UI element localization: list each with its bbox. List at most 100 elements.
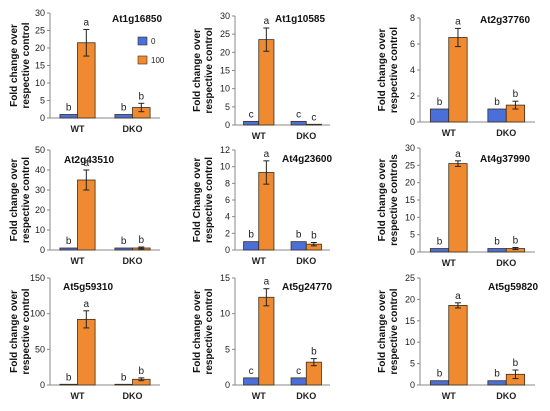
x-category-label: WT xyxy=(71,391,85,401)
y-axis-label-line: Fold change over xyxy=(192,29,203,112)
x-category-label: DKO xyxy=(496,391,516,401)
x-category-label: DKO xyxy=(123,124,143,134)
y-tick-label: 2 xyxy=(225,228,230,238)
x-category-label: WT xyxy=(71,124,85,134)
chart-title: At5g59310 xyxy=(63,282,113,293)
x-category-label: WT xyxy=(442,128,456,138)
y-axis-label-line: respective control xyxy=(21,157,32,243)
significance-label: a xyxy=(84,17,90,28)
y-axis-label: Fold change overrespective control xyxy=(9,288,32,374)
y-axis-label: Fold change overrespective control xyxy=(377,288,400,374)
y-axis-label: Fold Change overrespective control xyxy=(192,157,215,243)
x-category-label: WT xyxy=(252,131,266,141)
bar-100-wt xyxy=(448,163,468,253)
significance-label: a xyxy=(264,16,270,27)
y-tick-label: 100 xyxy=(30,309,45,319)
significance-label: b xyxy=(437,237,443,248)
chart-title: At5g24770 xyxy=(282,282,332,293)
y-axis-label-line: Fold change over xyxy=(9,24,20,107)
y-tick-label: 0 xyxy=(40,380,45,390)
y-tick-label: 30 xyxy=(35,185,45,195)
y-tick-label: 20 xyxy=(35,205,45,215)
legend-label: 100 xyxy=(151,56,165,65)
y-tick-label: 25 xyxy=(405,273,415,283)
bar-100-dko xyxy=(305,123,322,126)
y-axis-label-line: Fold change over xyxy=(377,290,388,373)
chart-panel-at1g10585: 0 5 10 15 20 25 30 At1g10585 Fold change overres… xyxy=(192,11,330,141)
y-axis-label-line: Fold change over xyxy=(9,290,20,373)
y-axis-label: Fold change overrespective control xyxy=(377,27,400,113)
y-tick-label: 0 xyxy=(225,380,230,390)
y-tick-label: 15 xyxy=(405,195,415,205)
y-tick-label: 10 xyxy=(35,225,45,235)
y-axis-label-line: respective control xyxy=(21,22,32,108)
y-tick-label: 8 xyxy=(410,13,415,23)
y-tick-label: 10 xyxy=(220,162,230,172)
y-axis-label-line: respective controls xyxy=(389,154,400,246)
significance-label: b xyxy=(66,372,72,383)
y-tick-label: 5 xyxy=(225,102,230,112)
y-axis-label-line: respective control xyxy=(389,288,400,374)
significance-label: b xyxy=(66,236,72,247)
y-axis-label: Fold change overrespective control xyxy=(192,288,215,374)
x-category-label: WT xyxy=(252,256,266,266)
legend-swatch-100 xyxy=(137,55,148,65)
significance-label: b xyxy=(311,231,317,242)
y-tick-label: 25 xyxy=(220,29,230,39)
bar-0-dko xyxy=(290,241,307,251)
y-tick-label: 25 xyxy=(35,26,45,36)
bar-0-dko xyxy=(487,108,507,123)
x-category-label: DKO xyxy=(296,131,316,141)
y-tick-label: 50 xyxy=(35,344,45,354)
significance-label: c xyxy=(296,366,301,377)
significance-label: b xyxy=(248,230,254,241)
bar-100-wt xyxy=(77,318,96,386)
y-tick-label: 15 xyxy=(220,66,230,76)
bar-0-wt xyxy=(243,241,260,251)
y-tick-label: 0 xyxy=(225,120,230,130)
bar-0-dko xyxy=(487,248,507,253)
x-category-label: WT xyxy=(71,256,85,266)
chart-title: At1g16850 xyxy=(112,14,162,25)
y-axis-label-line: respective control xyxy=(204,27,215,113)
significance-label: a xyxy=(264,277,270,288)
significance-label: b xyxy=(139,366,145,377)
x-category-label: DKO xyxy=(496,128,516,138)
y-axis-label: Fold change overrespective controls xyxy=(377,154,400,246)
chart-panel-at5g24770: 0 5 10 15 At5g24770 Fold change overrespectiv… xyxy=(192,273,332,401)
y-tick-label: 8 xyxy=(225,178,230,188)
significance-label: b xyxy=(139,91,145,102)
bar-0-dko xyxy=(290,377,307,386)
chart-title: At2g37760 xyxy=(480,15,530,26)
y-tick-label: 5 xyxy=(40,96,45,106)
y-axis-label: Fold change overrespective control xyxy=(9,22,32,108)
significance-label: b xyxy=(513,358,519,369)
y-axis-label-line: respective control xyxy=(389,27,400,113)
x-category-label: DKO xyxy=(123,256,143,266)
bar-0-wt xyxy=(429,248,450,253)
bar-0-wt xyxy=(243,120,260,126)
significance-label: b xyxy=(139,235,145,246)
y-tick-label: 15 xyxy=(405,316,415,326)
significance-label: b xyxy=(513,235,519,246)
y-tick-label: 50 xyxy=(35,145,45,155)
bar-0-dko xyxy=(114,114,133,119)
y-tick-label: 15 xyxy=(220,273,230,283)
y-tick-label: 30 xyxy=(35,8,45,18)
y-tick-label: 10 xyxy=(220,309,230,319)
x-category-label: DKO xyxy=(296,391,316,401)
chart-panel-at4g23600: 0 2 4 6 8 10 12 At4g23600 Fold Change overrespec… xyxy=(192,145,332,266)
y-tick-label: 0 xyxy=(410,117,415,127)
significance-label: b xyxy=(296,230,302,241)
x-category-label: DKO xyxy=(296,256,316,266)
significance-label: b xyxy=(494,97,500,108)
significance-label: a xyxy=(84,299,90,310)
significance-label: b xyxy=(437,369,443,380)
significance-label: c xyxy=(296,109,301,120)
y-axis-label-line: respective control xyxy=(204,288,215,374)
chart-panel-at1g16850: 0 5 10 15 20 25 30 At1g16850 Fold change overres… xyxy=(9,8,162,134)
significance-label: c xyxy=(249,366,254,377)
y-axis-label-line: Fold change over xyxy=(377,158,388,241)
legend-label: 0 xyxy=(151,37,156,46)
y-tick-label: 0 xyxy=(40,245,45,255)
